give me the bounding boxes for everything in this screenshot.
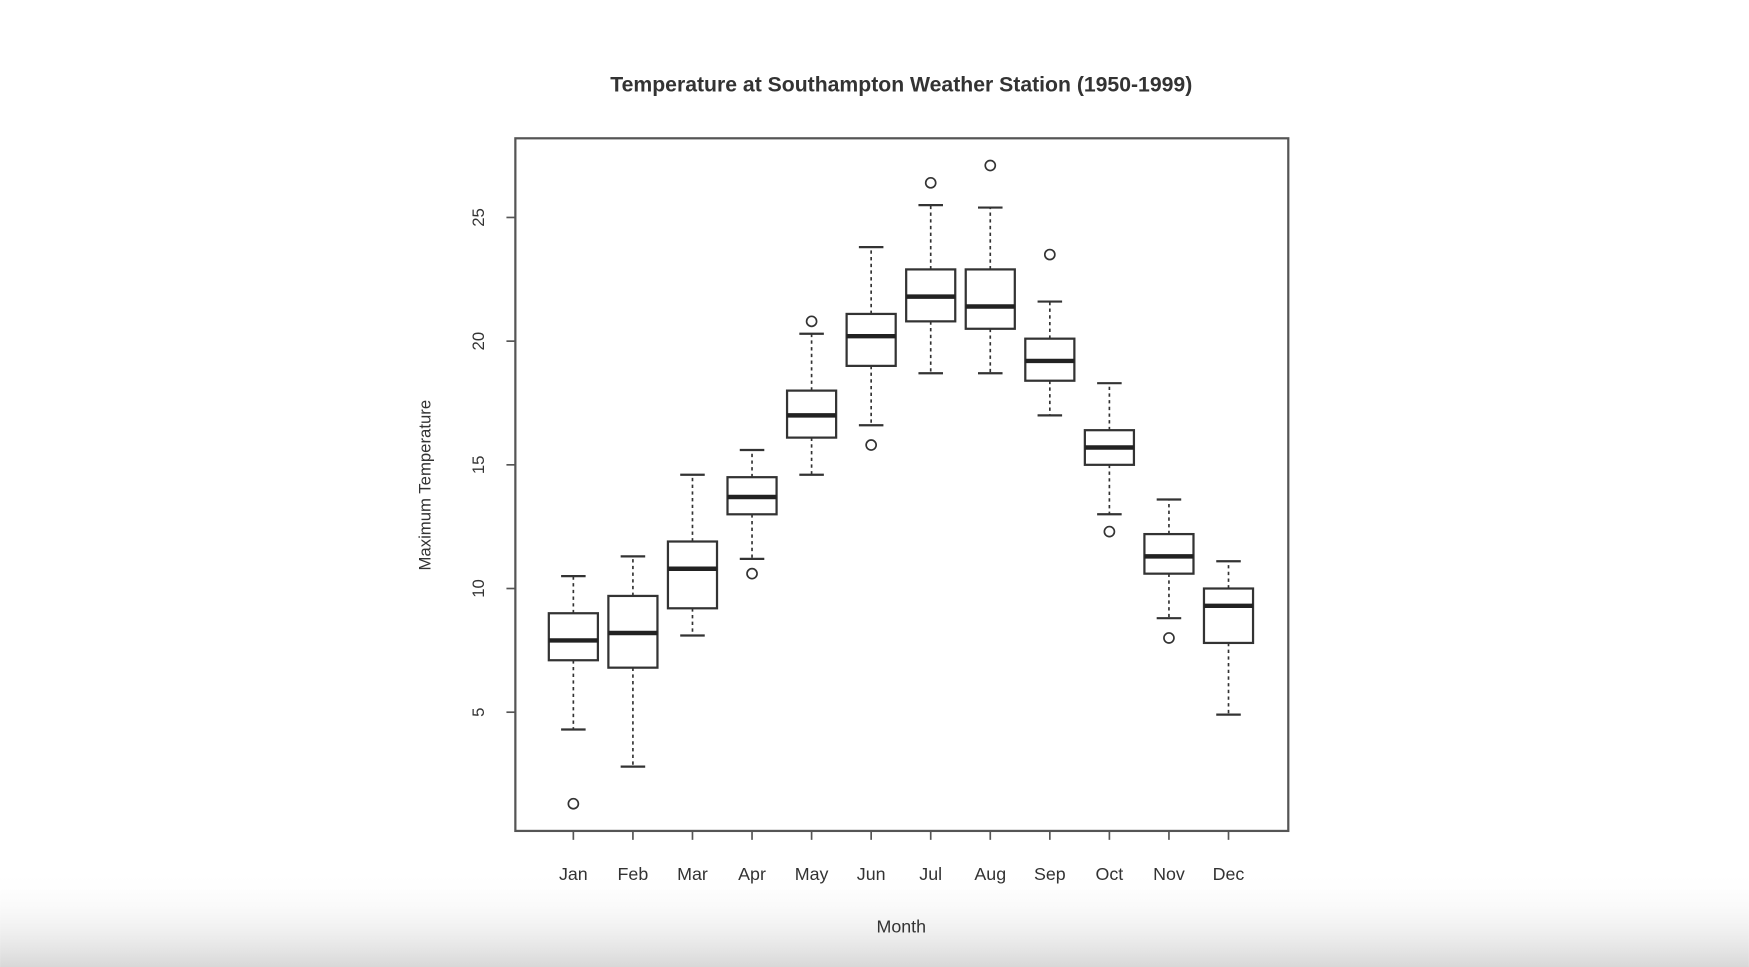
box	[1202, 587, 1255, 645]
outlier	[924, 176, 937, 189]
x-tick-label: Mar	[677, 864, 708, 884]
y-tick-label: 25	[469, 208, 488, 227]
y-tick-label: 5	[469, 708, 488, 717]
box	[1143, 532, 1195, 575]
box	[964, 268, 1016, 330]
outlier	[865, 439, 878, 451]
x-tick-label: Dec	[1213, 864, 1245, 884]
box	[666, 540, 719, 610]
outlier	[746, 567, 758, 580]
outlier	[567, 797, 580, 810]
player-shade	[0, 869, 1749, 967]
box	[845, 312, 897, 367]
chart-title: Temperature at Southampton Weather Stati…	[610, 73, 1192, 96]
outlier	[1163, 632, 1175, 644]
y-tick-label: 15	[469, 456, 488, 475]
x-axis-label: Month	[876, 917, 926, 937]
x-tick-label: Nov	[1153, 864, 1185, 884]
x-tick-label: Oct	[1096, 864, 1124, 884]
x-tick-label: Feb	[618, 864, 649, 884]
x-tick-label: Jul	[919, 864, 942, 884]
box	[547, 612, 600, 662]
x-tick-label: Jun	[857, 864, 886, 884]
x-tick-label: Apr	[738, 864, 766, 884]
outlier	[805, 315, 818, 328]
outlier	[1043, 248, 1056, 261]
x-tick-label: Sep	[1034, 864, 1066, 884]
y-tick-label: 20	[469, 332, 488, 351]
x-tick-label: Aug	[974, 864, 1006, 884]
x-tick-label: May	[795, 864, 829, 884]
x-tick-label: Jan	[559, 864, 588, 884]
plot-frame	[514, 137, 1290, 833]
outlier	[1103, 525, 1116, 538]
outlier	[984, 159, 997, 172]
y-axis-label: Maximum Temperature	[416, 400, 435, 571]
y-tick-label: 10	[469, 579, 488, 598]
